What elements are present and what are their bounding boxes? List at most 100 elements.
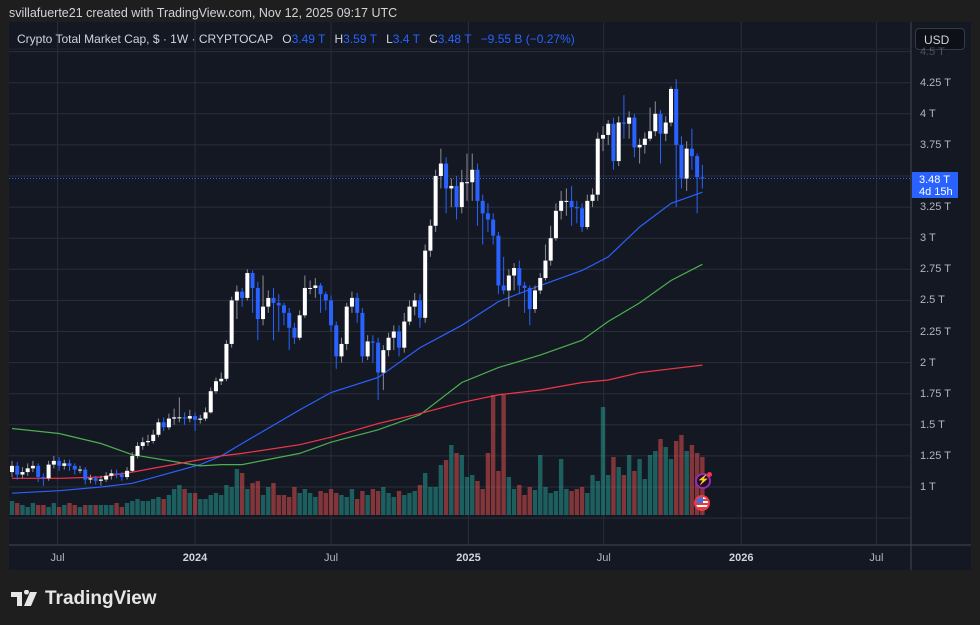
volume-bar: [266, 487, 271, 515]
volume-bar: [130, 501, 135, 515]
price-tick-label: 4.25 T: [920, 76, 951, 89]
volume-bar: [328, 489, 334, 515]
candle-body: [234, 291, 239, 301]
volume-bar: [250, 483, 255, 515]
volume-bar: [485, 453, 491, 515]
volume-bar: [255, 481, 261, 515]
candle-body: [438, 163, 443, 176]
candle-body: [208, 391, 213, 413]
candle-body: [376, 342, 381, 373]
price-tick-label: 2 T: [920, 356, 936, 369]
candle-body: [104, 475, 109, 480]
candle-body: [20, 472, 25, 475]
candle-body: [470, 169, 475, 183]
volume-bar: [647, 455, 653, 515]
candle-body: [360, 312, 365, 357]
candle-body: [98, 479, 103, 481]
candle-body: [559, 200, 564, 211]
candle-body: [412, 300, 417, 307]
volume-bar: [527, 487, 532, 515]
candle-body: [334, 325, 339, 357]
volume-bar: [668, 459, 674, 515]
volume-bar: [62, 505, 67, 515]
volume-bar: [407, 493, 412, 515]
volume-bar: [245, 489, 250, 515]
volume-bar: [386, 493, 391, 515]
candle-body: [658, 113, 663, 134]
lightning-event-icon[interactable]: ⚡: [695, 472, 712, 489]
volume-bar: [151, 499, 156, 515]
candle-body: [449, 185, 454, 189]
volume-bar: [459, 455, 464, 515]
price-tick-label: 1.5 T: [920, 418, 945, 431]
candle-body: [689, 148, 694, 157]
candle-body: [119, 474, 124, 478]
symbol-title[interactable]: Crypto Total Market Cap, $ · 1W · CRYPTO…: [17, 32, 273, 46]
candle-body: [512, 268, 517, 276]
volume-bar: [192, 493, 198, 515]
volume-bar: [114, 503, 119, 515]
time-tick-label: Jul: [50, 552, 65, 564]
candle-body: [397, 331, 402, 348]
candle-body: [407, 306, 412, 322]
us-flag-event-icon[interactable]: [694, 495, 710, 511]
price-tick-label: 4 T: [920, 107, 936, 120]
volume-bar: [381, 487, 386, 515]
price-tick-label: 3.75 T: [920, 138, 951, 151]
candle-body: [329, 300, 334, 326]
candle-body: [198, 418, 203, 420]
volume-bar: [522, 495, 527, 515]
volume-bar: [166, 495, 172, 515]
logo-text: TradingView: [45, 588, 157, 609]
volume-bar: [276, 495, 281, 515]
candle-body: [517, 268, 522, 286]
candle-body: [674, 88, 679, 145]
volume-bar: [93, 505, 98, 515]
last-price-tag: 3.48 T 4d 15h: [912, 172, 958, 198]
price-tick-label: 4.5 T: [920, 45, 945, 58]
volume-bar: [260, 495, 266, 515]
volume-bar: [558, 459, 564, 515]
volume-bar: [517, 485, 522, 515]
candle-body: [151, 434, 156, 441]
candle-body: [663, 122, 668, 134]
volume-bar: [454, 453, 459, 515]
low-value: 3.4 T: [392, 32, 420, 46]
moving-average-line-3: [12, 364, 703, 479]
volume-bar: [307, 493, 313, 515]
volume-bar: [490, 395, 496, 515]
candle-body: [381, 350, 386, 373]
tradingview-logo[interactable]: TradingView: [11, 588, 157, 610]
time-tick-label: 2025: [456, 552, 481, 564]
candle-body: [182, 417, 187, 419]
volume-bar: [281, 495, 287, 515]
volume-bar: [349, 489, 355, 515]
volume-bar: [224, 485, 229, 515]
candle-body: [506, 275, 511, 291]
candle-body: [370, 341, 375, 343]
volume-bar: [302, 489, 308, 515]
volume-bar: [145, 501, 151, 515]
candle-body: [564, 200, 569, 202]
volume-bar: [433, 487, 438, 515]
candle-body: [323, 294, 328, 301]
price-tick-label: 3 T: [920, 232, 936, 245]
candle-body: [668, 88, 673, 123]
volume-bar: [83, 505, 88, 515]
volume-bar: [663, 447, 668, 515]
open-value: 3.49 T: [291, 32, 326, 46]
volume-bar: [208, 495, 213, 515]
volume-bar: [109, 505, 114, 515]
candle-body: [177, 417, 182, 419]
candle-body: [695, 156, 700, 178]
candle-body: [245, 273, 250, 298]
volume-bar: [30, 503, 36, 515]
candle-body: [606, 123, 611, 135]
volume-bar: [679, 435, 684, 515]
candle-body: [292, 327, 297, 338]
time-tick-label: 2026: [728, 552, 754, 564]
currency-button[interactable]: USD: [915, 28, 965, 50]
volume-bar: [15, 503, 20, 515]
volume-bar: [391, 497, 396, 515]
